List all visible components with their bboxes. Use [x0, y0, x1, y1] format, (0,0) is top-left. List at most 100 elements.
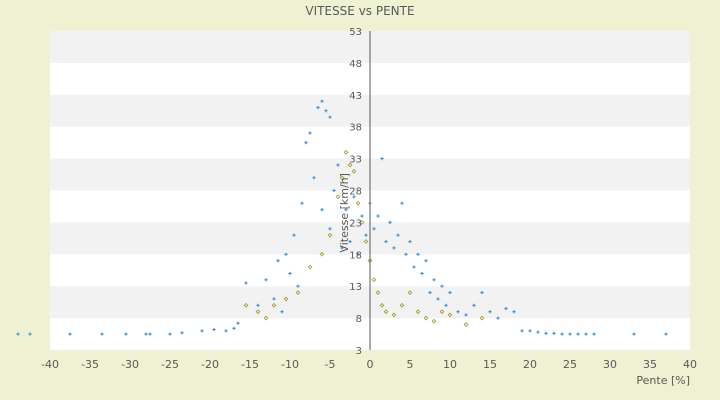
series-2-point — [375, 290, 381, 295]
series-1-point — [412, 265, 416, 269]
series-1-point — [388, 220, 392, 224]
series-1-point — [292, 233, 296, 237]
series-1-point — [16, 332, 20, 336]
series-2-point — [479, 315, 485, 321]
y-tick-label: 18 — [349, 250, 362, 261]
series-1-point — [544, 331, 548, 336]
y-tick-label: 3 — [356, 346, 362, 357]
series-1-point — [584, 332, 588, 336]
series-1-point — [284, 252, 288, 256]
series-1-point — [384, 239, 388, 244]
series-1-point — [276, 259, 280, 263]
y-tick-label: 8 — [356, 314, 362, 325]
series-1-point — [560, 332, 564, 336]
series-2-point — [335, 194, 341, 200]
x-tick-label: -25 — [161, 358, 179, 371]
series-1-point — [200, 329, 204, 333]
series-1-point — [424, 259, 428, 263]
y-tick-label: 48 — [349, 59, 362, 70]
series-1-point — [512, 310, 516, 314]
series-2-point — [347, 162, 353, 168]
x-tick-label: -35 — [81, 358, 99, 371]
y-tick-label: 43 — [349, 91, 362, 102]
x-tick-label: 15 — [483, 358, 497, 371]
x-axis-label: Pente [%] — [636, 374, 690, 387]
series-2-point — [379, 302, 385, 308]
chart-title: VITESSE vs PENTE — [305, 4, 414, 18]
series-1-point — [444, 303, 448, 307]
series-1-point — [428, 290, 432, 295]
series-1-point — [496, 316, 500, 320]
y-tick-label: 13 — [349, 282, 362, 293]
series-1-point — [376, 214, 380, 218]
x-tick-label: 35 — [643, 358, 657, 371]
series-2-point — [371, 277, 377, 283]
y-axis-label: Vitesse [km/h] — [338, 173, 351, 253]
series-1-point — [224, 329, 228, 333]
x-tick-label: 25 — [563, 358, 577, 371]
series-1-point — [568, 332, 572, 336]
series-1-point — [68, 332, 72, 336]
series-1-point — [320, 99, 324, 103]
series-1-point — [520, 329, 524, 333]
x-tick-label: 10 — [443, 358, 457, 371]
series-1-point — [472, 303, 476, 307]
series-1-point — [124, 332, 128, 336]
series-1-point — [552, 331, 556, 336]
x-tick-label: 0 — [367, 358, 374, 371]
series-2-point — [295, 290, 301, 295]
series-2-point — [447, 312, 453, 318]
series-1-point — [320, 208, 324, 212]
series-1-point — [480, 290, 484, 295]
series-1-point — [256, 303, 260, 307]
x-tick-label: -30 — [121, 358, 139, 371]
series-1-point — [360, 214, 364, 218]
series-1-point — [332, 188, 336, 193]
series-2-point — [339, 175, 345, 181]
series-1-point — [316, 105, 320, 110]
series-2-point — [415, 309, 421, 315]
series-2-point — [383, 309, 389, 315]
series-2-point — [463, 322, 469, 327]
series-1-point — [404, 252, 408, 256]
series-2-point — [363, 239, 369, 244]
series-2-point — [351, 168, 357, 174]
series-2-point — [391, 312, 397, 318]
series-2-point — [307, 264, 313, 270]
series-1-point — [300, 201, 304, 205]
x-tick-label: -15 — [241, 358, 259, 371]
series-1-point — [212, 327, 216, 332]
y-tick-label: 33 — [349, 155, 362, 166]
series-1-point — [464, 313, 468, 317]
series-1-point — [324, 109, 328, 113]
x-tick-label: 30 — [603, 358, 617, 371]
series-1-point — [528, 329, 532, 333]
series-2-point — [431, 318, 437, 324]
y-tick-label: 23 — [349, 218, 362, 229]
x-tick-label: 20 — [523, 358, 537, 371]
series-1-point — [304, 141, 308, 145]
series-2-point — [439, 309, 445, 315]
series-1-point — [280, 310, 284, 314]
series-1-point — [352, 195, 356, 199]
series-1-point — [28, 332, 32, 336]
series-1-point — [356, 252, 360, 256]
series-1-point — [312, 176, 316, 180]
series-1-point — [436, 297, 440, 301]
series-1-point — [236, 321, 240, 325]
series-1-point — [664, 332, 668, 336]
series-1-point — [440, 284, 444, 288]
x-tick-label: -5 — [325, 358, 336, 371]
series-1-point — [380, 157, 384, 161]
series-1-point — [180, 331, 184, 335]
series-2-point — [243, 302, 249, 308]
series-1-point — [340, 246, 344, 250]
series-2-point — [271, 302, 277, 308]
series-1-point — [576, 332, 580, 336]
series-1-point — [272, 297, 276, 301]
series-2-point — [327, 232, 333, 238]
series-2-point — [343, 149, 349, 155]
series-2-point — [283, 296, 289, 302]
series-2-point — [355, 200, 361, 206]
